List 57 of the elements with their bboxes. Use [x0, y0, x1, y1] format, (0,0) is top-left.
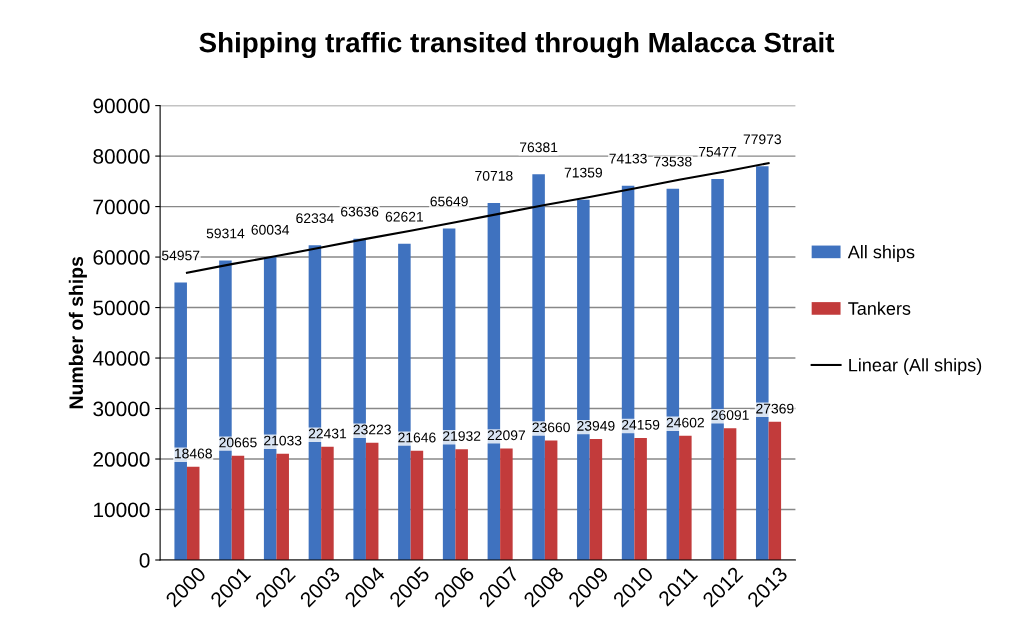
- data-label: 76381: [520, 142, 558, 153]
- data-label: 23660: [532, 422, 570, 433]
- data-label: 22097: [487, 430, 526, 441]
- bar: [723, 428, 737, 560]
- bar: [768, 421, 782, 560]
- data-label: 20665: [219, 437, 257, 448]
- bar: [634, 438, 647, 560]
- bar: [500, 448, 513, 560]
- data-label: 70718: [475, 170, 513, 181]
- y-tick-label: 70000: [93, 199, 150, 215]
- bar: [186, 466, 200, 560]
- data-label: 27369: [756, 403, 794, 414]
- bar: [544, 440, 558, 560]
- data-label: 21932: [443, 431, 481, 441]
- data-label: 54957: [161, 250, 200, 261]
- legend-label: Linear (All ships): [849, 358, 982, 376]
- data-label: 22431: [308, 428, 347, 439]
- y-tick-label: 90000: [93, 98, 150, 114]
- y-tick-label: 60000: [93, 250, 150, 265]
- bar: [455, 449, 468, 560]
- legend-label: All ships: [847, 245, 915, 262]
- y-tick-label: 40000: [92, 351, 150, 366]
- y-axis-title: Number of ships: [68, 256, 87, 409]
- data-label: 73538: [654, 156, 692, 167]
- data-label: 21033: [264, 435, 302, 446]
- data-label: 71359: [564, 167, 602, 178]
- data-label: 23223: [353, 424, 391, 435]
- data-label: 59314: [206, 228, 245, 239]
- data-label: 77973: [743, 134, 782, 145]
- y-tick-label: 50000: [93, 300, 150, 316]
- data-label: 63636: [341, 206, 379, 217]
- data-label: 23949: [577, 420, 615, 431]
- data-label: 75477: [698, 147, 737, 157]
- data-label: 26091: [711, 410, 749, 420]
- bar: [410, 450, 424, 560]
- bar: [231, 455, 245, 560]
- data-label: 18468: [174, 448, 212, 459]
- data-label: 62621: [385, 211, 424, 222]
- chart-title: Shipping traffic transited through Malacca Strait: [199, 32, 835, 59]
- bar: [679, 435, 692, 560]
- y-tick-label: 10000: [94, 502, 150, 518]
- bar: [589, 439, 603, 560]
- data-label: 62334: [296, 213, 334, 224]
- bar: [365, 442, 379, 560]
- data-label: 74133: [609, 153, 647, 164]
- y-tick-label: 20000: [93, 452, 150, 467]
- data-label: 24602: [666, 417, 704, 428]
- legend-label: Tankers: [848, 301, 911, 315]
- data-label: 21646: [398, 432, 436, 443]
- y-tick-label: 30000: [93, 401, 150, 417]
- y-tick-label: 0: [139, 553, 150, 568]
- bar: [276, 453, 289, 560]
- data-label: 65649: [430, 196, 468, 207]
- y-tick-label: 80000: [93, 149, 150, 164]
- data-label: 60034: [251, 224, 290, 235]
- bar: [321, 446, 334, 560]
- data-label: 24159: [622, 419, 660, 430]
